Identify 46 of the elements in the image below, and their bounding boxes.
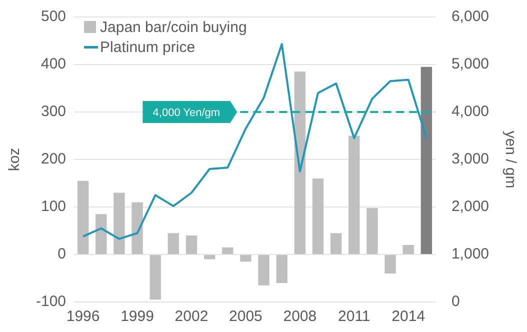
bar [240, 255, 252, 262]
ref-line-label: 4,000 Yen/gm [152, 107, 220, 120]
legend-label: Platinum price [100, 39, 196, 56]
bar [150, 255, 161, 300]
x-tick-label: 1999 [120, 308, 154, 326]
y-tick-label: -100 [36, 293, 66, 310]
y2-tick-label: 2,000 [451, 198, 490, 216]
x-tick-label: 2002 [174, 308, 208, 326]
y2-tick-label: 4,000 [451, 103, 490, 120]
y-tick-label: 300 [40, 103, 66, 120]
y-tick-label: 0 [58, 246, 66, 263]
bar [402, 245, 414, 254]
y2-tick-label: 5,000 [451, 56, 490, 73]
y-tick-label: 100 [40, 198, 66, 216]
bar [258, 255, 270, 286]
x-tick-label: 1996 [66, 308, 100, 326]
bar [366, 208, 378, 254]
bar [276, 255, 288, 283]
x-tick-label: 2011 [338, 308, 370, 326]
bar [420, 66, 432, 254]
bar [186, 236, 198, 254]
bar [132, 202, 143, 254]
y2-tick-label: 3,000 [451, 150, 490, 168]
bar [204, 255, 216, 260]
bar [312, 178, 324, 254]
y-axis-title: koz [6, 148, 24, 172]
bar [330, 233, 342, 254]
bar [294, 72, 306, 254]
y2-axis-title: yen / gm [502, 130, 519, 188]
x-tick-label: 2014 [392, 308, 426, 326]
x-tick-label: 2005 [229, 308, 262, 326]
bar [348, 136, 360, 254]
y2-tick-label: 1,000 [451, 246, 490, 263]
y-tick-label: 200 [40, 150, 66, 168]
y2-tick-label: 6,000 [451, 8, 490, 26]
x-tick-label: 2008 [283, 308, 317, 326]
bar [168, 233, 180, 254]
y-tick-label: 400 [40, 56, 66, 73]
y2-tick-label: 0 [451, 293, 460, 310]
bar [77, 180, 89, 254]
bar [114, 192, 125, 254]
bar [222, 247, 234, 254]
bar [384, 255, 396, 274]
legend-label: Japan bar/coin buying [100, 19, 247, 36]
bar [96, 214, 107, 254]
y-tick-label: 500 [40, 8, 66, 26]
